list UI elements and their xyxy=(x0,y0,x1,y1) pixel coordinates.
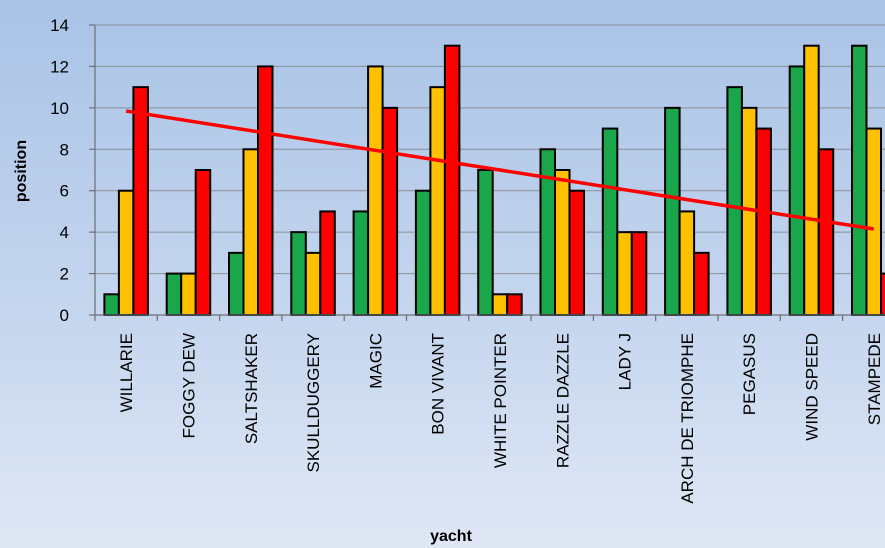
x-tick-label: BON VIVANT xyxy=(429,333,448,435)
bar xyxy=(568,189,585,316)
bar xyxy=(664,106,681,316)
bar xyxy=(132,86,149,317)
bar xyxy=(194,169,212,316)
y-tick-label: 8 xyxy=(60,140,69,159)
bar xyxy=(319,210,336,316)
x-tick-label: LADY J xyxy=(616,333,635,390)
bar xyxy=(554,169,571,316)
x-tick-label: STAMPEDE xyxy=(865,333,884,425)
axes xyxy=(89,24,885,321)
bar xyxy=(352,210,370,316)
bar xyxy=(414,189,432,316)
bar xyxy=(506,293,523,316)
x-tick-label: MAGIC xyxy=(366,333,385,389)
y-tick-label: 10 xyxy=(50,99,69,118)
bar xyxy=(616,231,633,316)
bar xyxy=(429,86,446,317)
bar xyxy=(290,231,307,316)
bar xyxy=(491,293,509,316)
bar xyxy=(228,251,245,317)
bar xyxy=(165,272,183,317)
bar xyxy=(803,44,820,316)
bar xyxy=(103,293,120,316)
bar xyxy=(851,44,868,316)
bar xyxy=(726,86,743,317)
x-axis-title: yacht xyxy=(430,528,472,545)
x-tick-labels: WILLARIE FOGGY DEW SALTSHAKER SKULLDUGGERY M… xyxy=(117,333,884,504)
bar xyxy=(788,65,806,316)
bars xyxy=(103,44,885,317)
bar xyxy=(367,65,384,316)
y-tick-label: 4 xyxy=(60,223,69,242)
x-tick-label: PEGASUS xyxy=(740,333,759,415)
y-tick-label: 14 xyxy=(50,16,69,35)
x-tick-label: SALTSHAKER xyxy=(242,333,261,444)
x-tick-label: RAZZLE DAZZLE xyxy=(553,333,572,468)
bar xyxy=(381,106,399,316)
x-tick-label: FOGGY DEW xyxy=(179,333,198,438)
x-tick-label: WILLARIE xyxy=(117,333,136,412)
bar xyxy=(117,189,135,316)
bar xyxy=(443,44,461,316)
bar xyxy=(304,251,322,317)
bar xyxy=(242,148,259,316)
bar xyxy=(180,272,197,317)
x-tick-label: WIND SPEED xyxy=(802,333,821,441)
y-tick-label: 2 xyxy=(60,265,69,284)
bar xyxy=(257,65,274,316)
bar xyxy=(880,272,885,317)
bar xyxy=(678,210,696,316)
y-tick-label: 0 xyxy=(60,306,69,325)
bar xyxy=(755,127,772,316)
y-axis-title: position xyxy=(13,140,30,202)
x-tick-label: ARCH DE TRIOMPHE xyxy=(678,333,697,504)
bar xyxy=(693,251,710,317)
bar xyxy=(865,127,882,316)
y-tick-label: 6 xyxy=(60,182,69,201)
bar xyxy=(539,148,556,316)
x-tick-label: SKULLDUGGERY xyxy=(304,333,323,473)
bar xyxy=(817,148,835,316)
bar xyxy=(630,231,648,316)
bar xyxy=(601,127,619,316)
bar xyxy=(477,169,494,316)
y-tick-labels: 0 2 4 6 8 10 12 14 xyxy=(50,16,69,325)
x-tick-label: WHITE POINTER xyxy=(491,333,510,468)
trendline xyxy=(125,109,875,231)
y-tick-label: 12 xyxy=(50,57,69,76)
